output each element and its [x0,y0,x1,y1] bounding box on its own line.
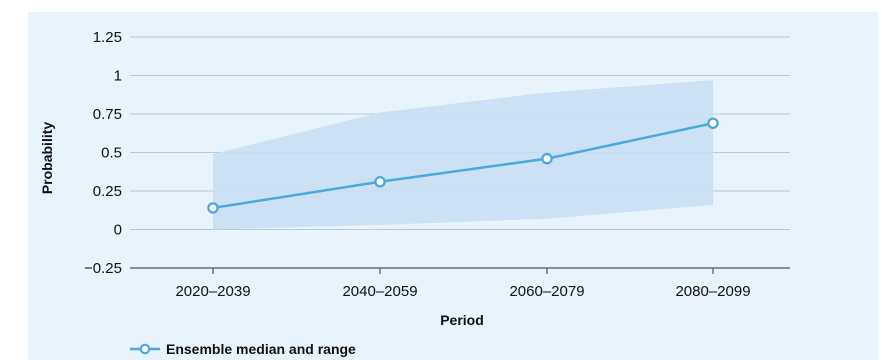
y-tick-label: 0.75 [93,106,122,123]
y-tick-label: 1 [114,68,122,85]
legend-label: Ensemble median and range [166,341,356,357]
median-point [207,202,219,214]
legend-marker-swatch [139,343,151,355]
legend: Ensemble median and range [130,341,356,357]
y-tick-label: −0.25 [84,260,122,277]
x-tick-label: 2020–2039 [175,283,250,300]
y-tick-label: 0.25 [93,183,122,200]
median-point [707,117,719,129]
y-tick-label: 1.25 [93,29,122,46]
x-axis-title: Period [440,312,484,328]
median-point [374,176,386,188]
y-tick-labels: 1.25 1 0.75 0.5 0.25 0 −0.25 [84,29,122,277]
y-tick-label: 0.5 [101,145,122,162]
y-tick-label: 0 [114,222,122,239]
median-line [212,122,714,210]
range-band-layer [213,80,713,230]
y-axis-title: Probability [39,122,55,195]
range-band [213,80,713,230]
x-tick-label: 2060–2079 [509,283,584,300]
median-line-layer [207,117,719,214]
x-tick-label: 2040–2059 [342,283,417,300]
axis-layer [130,267,790,274]
median-point [541,152,553,165]
x-tick-labels: 2020–2039 2040–2059 2060–2079 2080–2099 [175,283,750,300]
x-tick-label: 2080–2099 [675,283,750,300]
